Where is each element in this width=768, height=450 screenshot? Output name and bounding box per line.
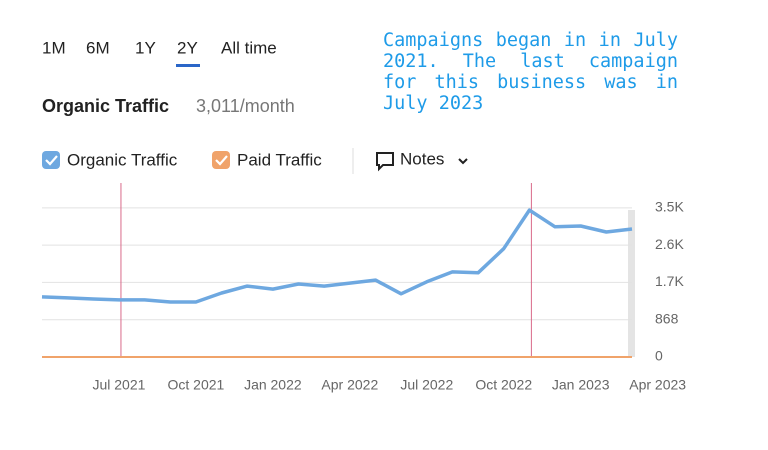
legend-label[interactable]: Organic Traffic [67,150,178,169]
title: Organic Traffic [42,96,169,116]
legend-checkbox[interactable] [42,151,60,169]
y-tick-label: 0 [655,348,663,364]
notes-icon [376,152,394,172]
x-tick-label: Jan 2023 [552,377,610,393]
series-line [41,208,633,304]
x-tick-label: Jan 2022 [244,377,302,393]
annotation: Campaigns began in in July 2021. The las… [383,30,678,114]
y-tick-label: 868 [655,310,679,326]
notes-label: Notes [400,149,444,168]
x-tick-label: Oct 2022 [475,377,532,393]
tab[interactable]: 2Y [177,38,198,57]
title-value: 3,011/month [196,96,295,116]
legend-checkbox[interactable] [212,151,230,169]
x-tick-label: Jul 2022 [400,377,453,393]
legend-label[interactable]: Paid Traffic [237,150,322,169]
x-tick-label: Oct 2021 [167,377,224,393]
tab[interactable]: 1M [42,38,66,57]
y-tick-label: 3.5K [655,199,684,215]
y-tick-label: 2.6K [655,236,684,252]
x-tick-label: Apr 2023 [629,377,686,393]
active-tab-underline [176,64,200,67]
tab[interactable]: 1Y [135,38,156,57]
notes-button[interactable]: Notes [376,149,468,172]
tab[interactable]: All time [221,38,277,57]
tab[interactable]: 6M [86,38,110,57]
chevron [458,158,468,165]
y-tick-label: 1.7K [655,273,684,289]
x-tick-label: Jul 2021 [92,377,145,393]
scroll-bar [628,210,635,357]
x-tick-label: Apr 2022 [321,377,378,393]
check-mark [45,155,58,166]
check-mark [215,155,228,166]
